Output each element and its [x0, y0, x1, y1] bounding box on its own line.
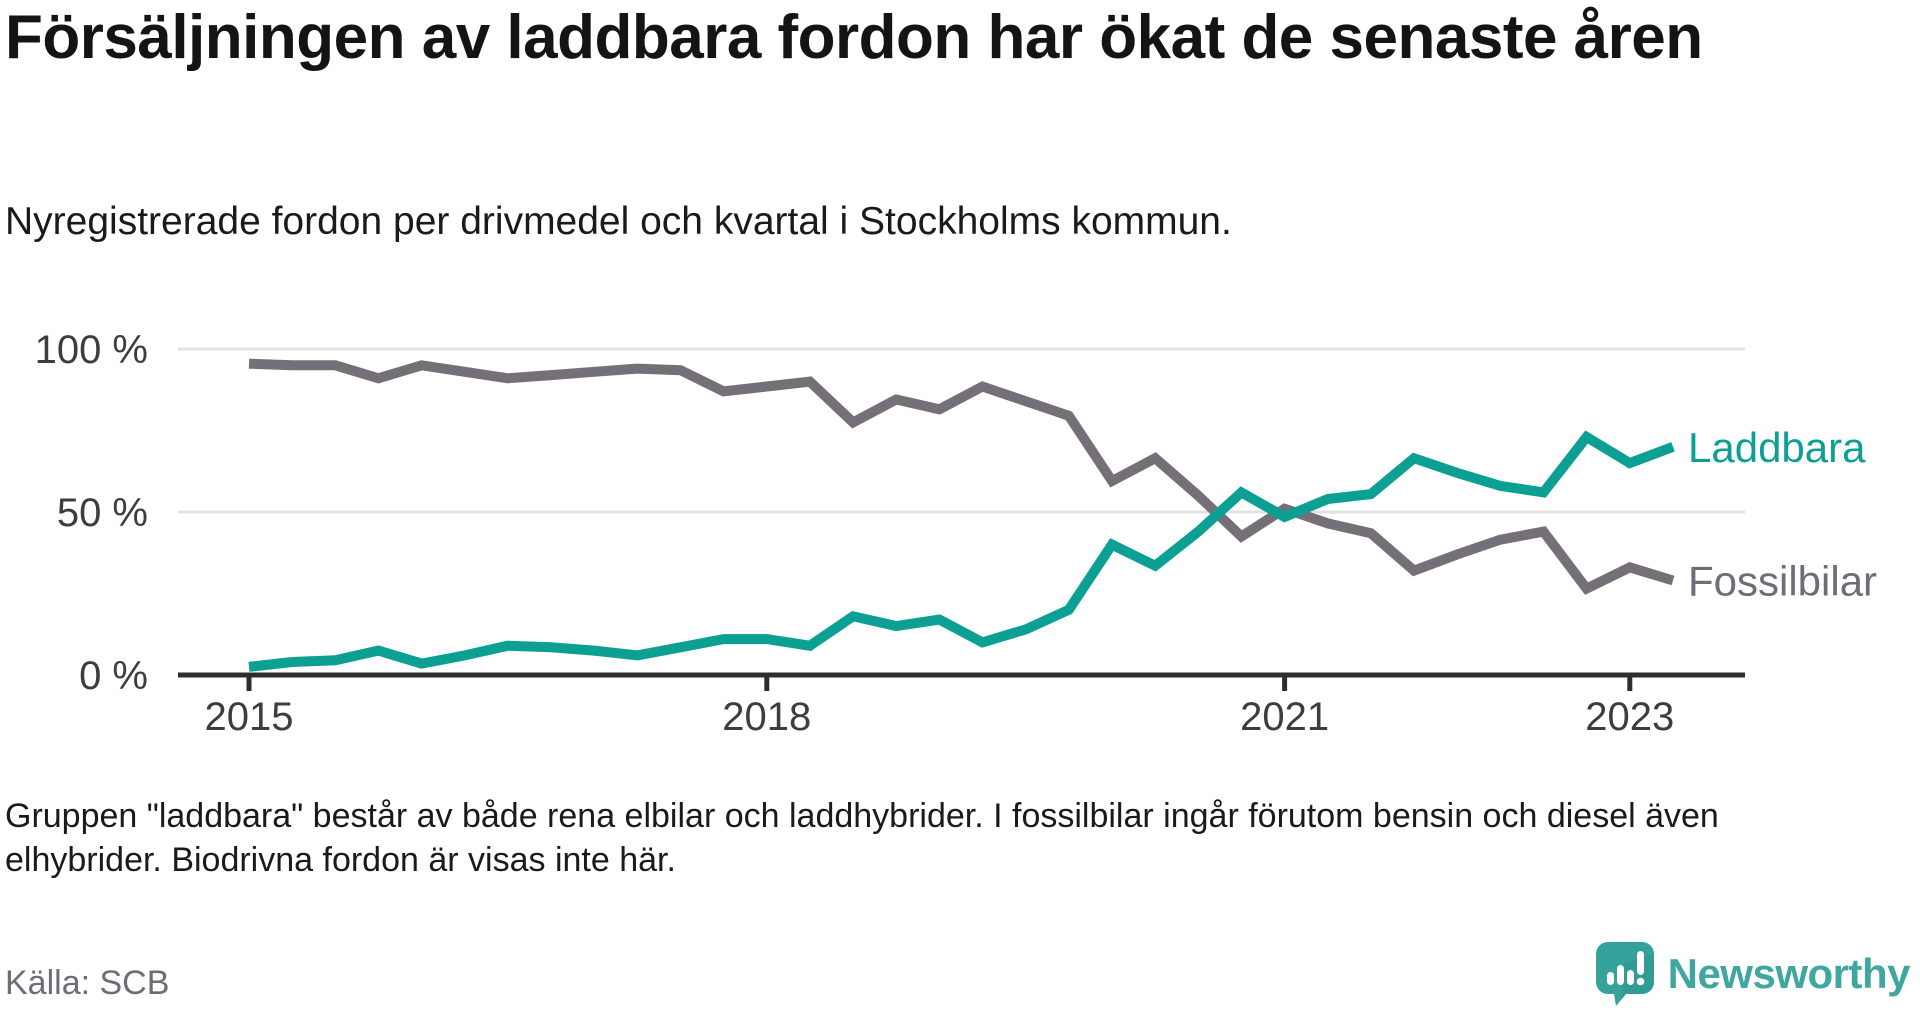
- x-tick-label-2023: 2023: [1585, 695, 1674, 739]
- legend-label-fossilbilar: Fossilbilar: [1688, 557, 1877, 604]
- newsworthy-logo-icon: [1595, 942, 1654, 1006]
- line-fossilbilar: [248, 358, 1675, 595]
- source-label: Källa: SCB: [5, 964, 170, 1002]
- y-tick-label-0: 0 %: [79, 654, 148, 698]
- y-tick-label-100: 100 %: [35, 328, 148, 372]
- newsworthy-logo-text: Newsworthy: [1667, 950, 1911, 997]
- footnote-line-1: Gruppen "laddbara" består av både rena e…: [5, 797, 1719, 835]
- footnote-line-2: elhybrider. Biodrivna fordon är visas in…: [5, 841, 676, 880]
- chart-subtitle: Nyregistrerade fordon per drivmedel och …: [5, 200, 1232, 243]
- x-tick-label-2015: 2015: [205, 695, 294, 739]
- chart-svg: 100 % 50 % 0 % 2015 2018 2021 2023 Fossilbilar L…: [35, 328, 1877, 739]
- x-tick-label-2021: 2021: [1240, 695, 1329, 739]
- newsworthy-logo: Newsworthy: [1595, 942, 1911, 1006]
- line-laddbara: [248, 430, 1675, 672]
- chart-title: Försäljningen av laddbara fordon har öka…: [5, 3, 1703, 72]
- chart-footnote: Gruppen "laddbara" består av både rena e…: [5, 794, 1905, 882]
- x-tick-label-2018: 2018: [722, 695, 811, 739]
- legend-label-laddbara: Laddbara: [1688, 424, 1866, 471]
- y-tick-label-50: 50 %: [57, 491, 148, 535]
